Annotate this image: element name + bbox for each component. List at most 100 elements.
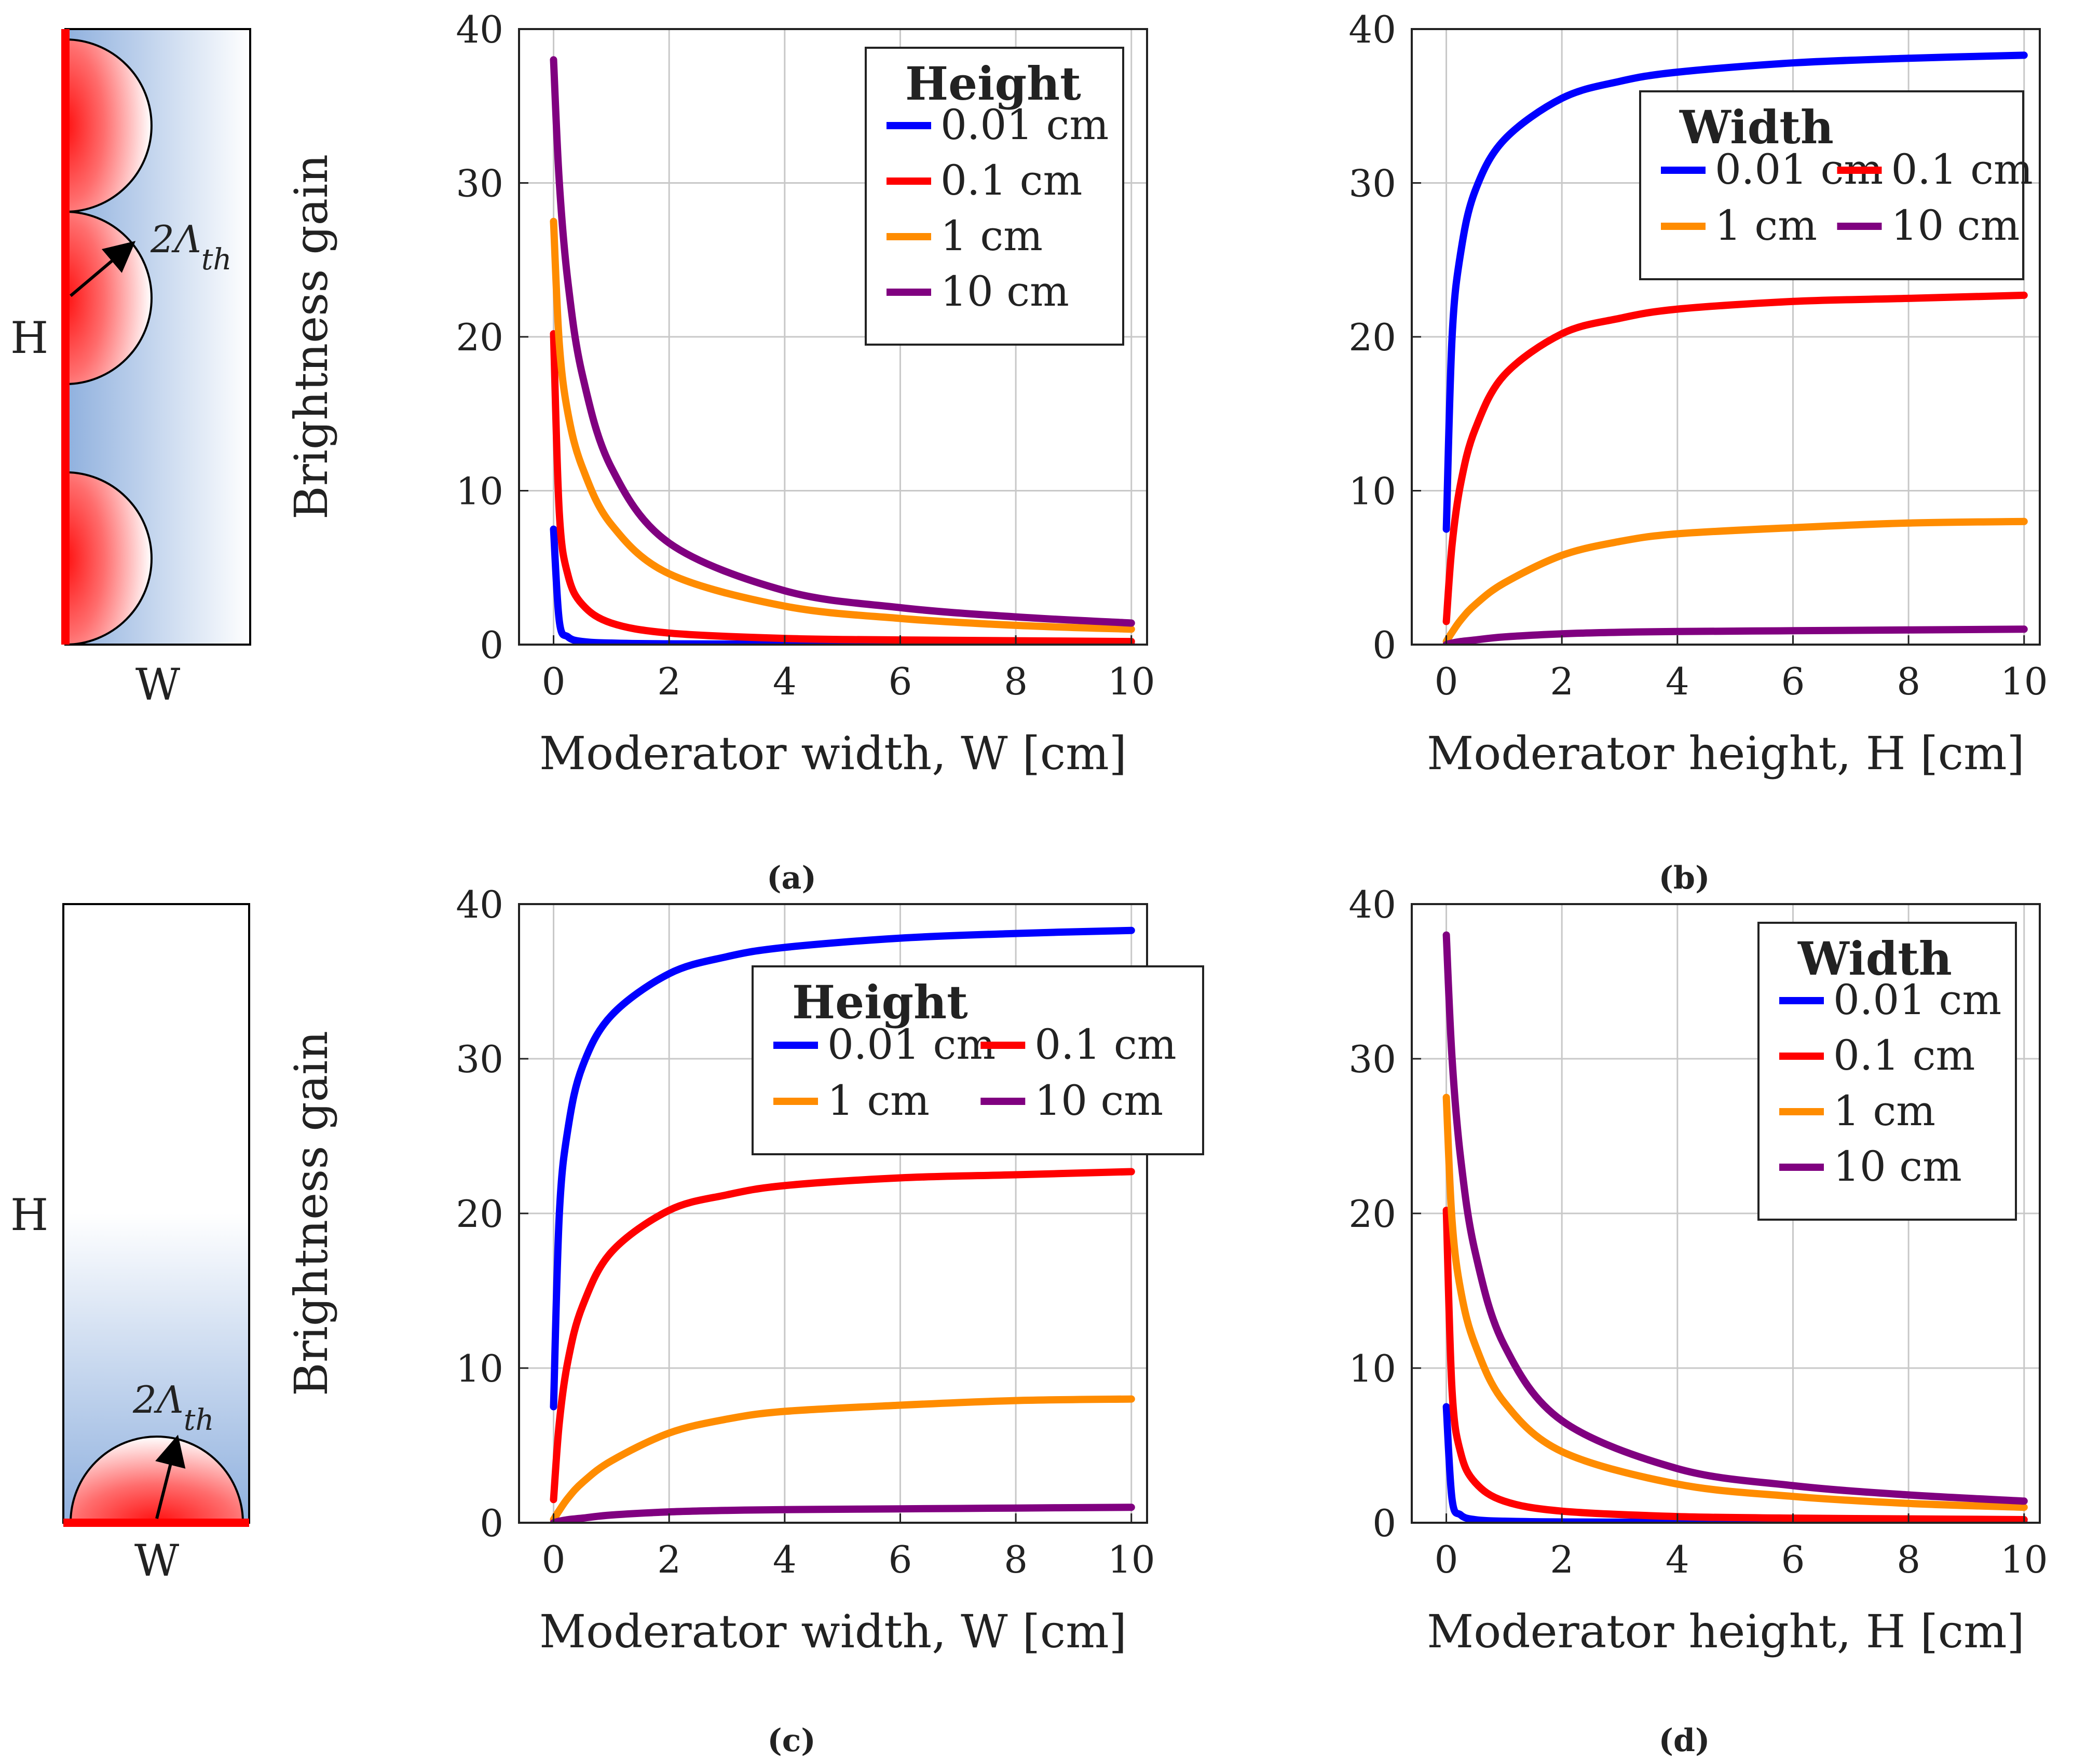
y-tick-label: 30 (1348, 1037, 1396, 1081)
y-tick-label: 30 (1348, 162, 1396, 206)
y-tick-label: 0 (1372, 1501, 1396, 1545)
y-axis-label: Brightness gain (284, 154, 338, 520)
panel-caption: (b) (1659, 860, 1710, 896)
series-line-0-1-cm (550, 1168, 1135, 1504)
x-tick-label: 4 (773, 660, 797, 703)
y-tick-label: 20 (456, 316, 503, 359)
height-label: H (10, 1190, 48, 1240)
y-tick-label: 40 (456, 8, 503, 51)
legend-box (752, 965, 1204, 1155)
y-tick-label: 40 (1348, 883, 1396, 926)
x-axis-label: Moderator height, H [cm] (1427, 1605, 2025, 1658)
y-tick-label: 20 (1348, 1192, 1396, 1236)
series-line-0-1-cm (1442, 291, 2028, 625)
legend-entry-label: 0.1 cm (1034, 1020, 1176, 1069)
x-tick-label: 6 (889, 660, 912, 703)
x-tick-label: 0 (542, 660, 566, 703)
legend-entry-label: 1 cm (827, 1076, 930, 1125)
legend-entry-label: 0.1 cm (1891, 145, 2033, 194)
radius-label: 2Λth (132, 1378, 214, 1437)
legend-title: Height (905, 57, 1081, 111)
y-tick-label: 10 (1348, 1347, 1396, 1390)
x-tick-label: 8 (1004, 1538, 1028, 1581)
y-tick-label: 40 (456, 883, 503, 926)
hotspot-3 (64, 471, 153, 646)
x-tick-label: 6 (889, 1538, 912, 1581)
series-line-0-1-cm (550, 330, 1135, 645)
series-line-1-cm (1442, 517, 2028, 645)
panel-caption: (c) (767, 1723, 815, 1759)
y-axis-label: Brightness gain (284, 1031, 338, 1396)
series-group (550, 926, 1135, 1523)
y-tick-label: 10 (456, 1347, 503, 1390)
x-tick-label: 10 (2000, 1538, 2048, 1581)
x-tick-label: 2 (1550, 1538, 1574, 1581)
legend-title: Width (1797, 932, 1952, 986)
radius-arrow (70, 241, 136, 297)
x-axis-label: Moderator height, H [cm] (1427, 727, 2025, 780)
moderator-body (62, 903, 250, 1524)
series-line-0-01-cm (1442, 51, 2028, 533)
y-tick-label: 30 (456, 1037, 503, 1081)
y-tick-label: 30 (456, 162, 503, 206)
chart-panel-c: 0 2 4 6 8 10 0 10 20 30 40 Moderator width, W [cm] B… (284, 883, 1204, 1759)
legend-title: Height (792, 975, 968, 1029)
series-line-1-cm (550, 1395, 1135, 1523)
x-tick-label: 2 (657, 1538, 681, 1581)
radius-label: 2Λth (150, 217, 231, 277)
panel-caption: (d) (1659, 1723, 1710, 1759)
y-tick-label: 40 (1348, 8, 1396, 51)
y-tick-label: 20 (456, 1192, 503, 1236)
schematic-bottom-moderator: H W 2Λth (10, 903, 250, 1586)
legend-entry-label: 0.01 cm (940, 101, 1109, 149)
x-tick-label: 0 (1435, 1538, 1458, 1581)
x-tick-label: 4 (1666, 1538, 1689, 1581)
x-tick-label: 4 (1666, 660, 1689, 703)
chart-panel-b: 0 2 4 6 8 10 0 10 20 30 40 Moderator height, H [cm]… (1348, 8, 2048, 896)
legend-box (1639, 90, 2024, 280)
legend-entry-label: 10 cm (1034, 1076, 1163, 1125)
series-group (1442, 51, 2028, 645)
chart-panel-a: 0 2 4 6 8 10 0 10 20 30 40 Moderator width, W [cm] B… (284, 8, 1155, 896)
series-line-0-1-cm (1442, 1207, 2028, 1523)
x-axis-label: Moderator width, W [cm] (539, 1605, 1127, 1658)
x-tick-label: 10 (2000, 660, 2048, 703)
x-tick-label: 2 (1550, 660, 1574, 703)
series-line-0-01-cm (550, 926, 1135, 1411)
height-label: H (10, 312, 48, 363)
legend-entry-label: 0.1 cm (940, 156, 1082, 204)
legend-entry-label: 0.1 cm (1833, 1031, 1975, 1080)
y-tick-label: 0 (480, 1501, 503, 1545)
schematic-side-moderator: H W 2Λth (10, 28, 251, 710)
y-tick-label: 10 (1348, 470, 1396, 513)
legend-entry-label: 10 cm (1833, 1142, 1962, 1191)
x-tick-label: 8 (1897, 660, 1920, 703)
legend-entry-label: 0.01 cm (827, 1020, 996, 1069)
x-axis-label: Moderator width, W [cm] (539, 727, 1127, 780)
hotspot-1 (64, 38, 153, 213)
series-line-1-cm (1442, 1094, 2028, 1511)
y-tick-label: 10 (456, 470, 503, 513)
width-label: W (134, 1535, 180, 1586)
x-tick-label: 8 (1004, 660, 1028, 703)
series-line-1-cm (550, 217, 1135, 633)
x-tick-label: 10 (1108, 1538, 1155, 1581)
y-tick-label: 20 (1348, 316, 1396, 359)
legend-entry-label: 1 cm (1833, 1087, 1935, 1135)
panel-caption: (a) (767, 860, 816, 896)
x-tick-label: 6 (1781, 1538, 1805, 1581)
chart-panel-d: 0 2 4 6 8 10 0 10 20 30 40 Moderator height, H [cm]… (1348, 883, 2048, 1759)
x-tick-label: 0 (1435, 660, 1458, 703)
y-tick-label: 0 (480, 623, 503, 667)
legend-entry-label: 1 cm (1715, 201, 1817, 250)
x-tick-label: 4 (773, 1538, 797, 1581)
series-line-10-cm (550, 56, 1135, 627)
x-tick-label: 0 (542, 1538, 566, 1581)
width-label: W (135, 659, 181, 710)
x-tick-label: 2 (657, 660, 681, 703)
legend-entry-label: 1 cm (940, 212, 1043, 260)
legend-title: Width (1679, 100, 1834, 154)
